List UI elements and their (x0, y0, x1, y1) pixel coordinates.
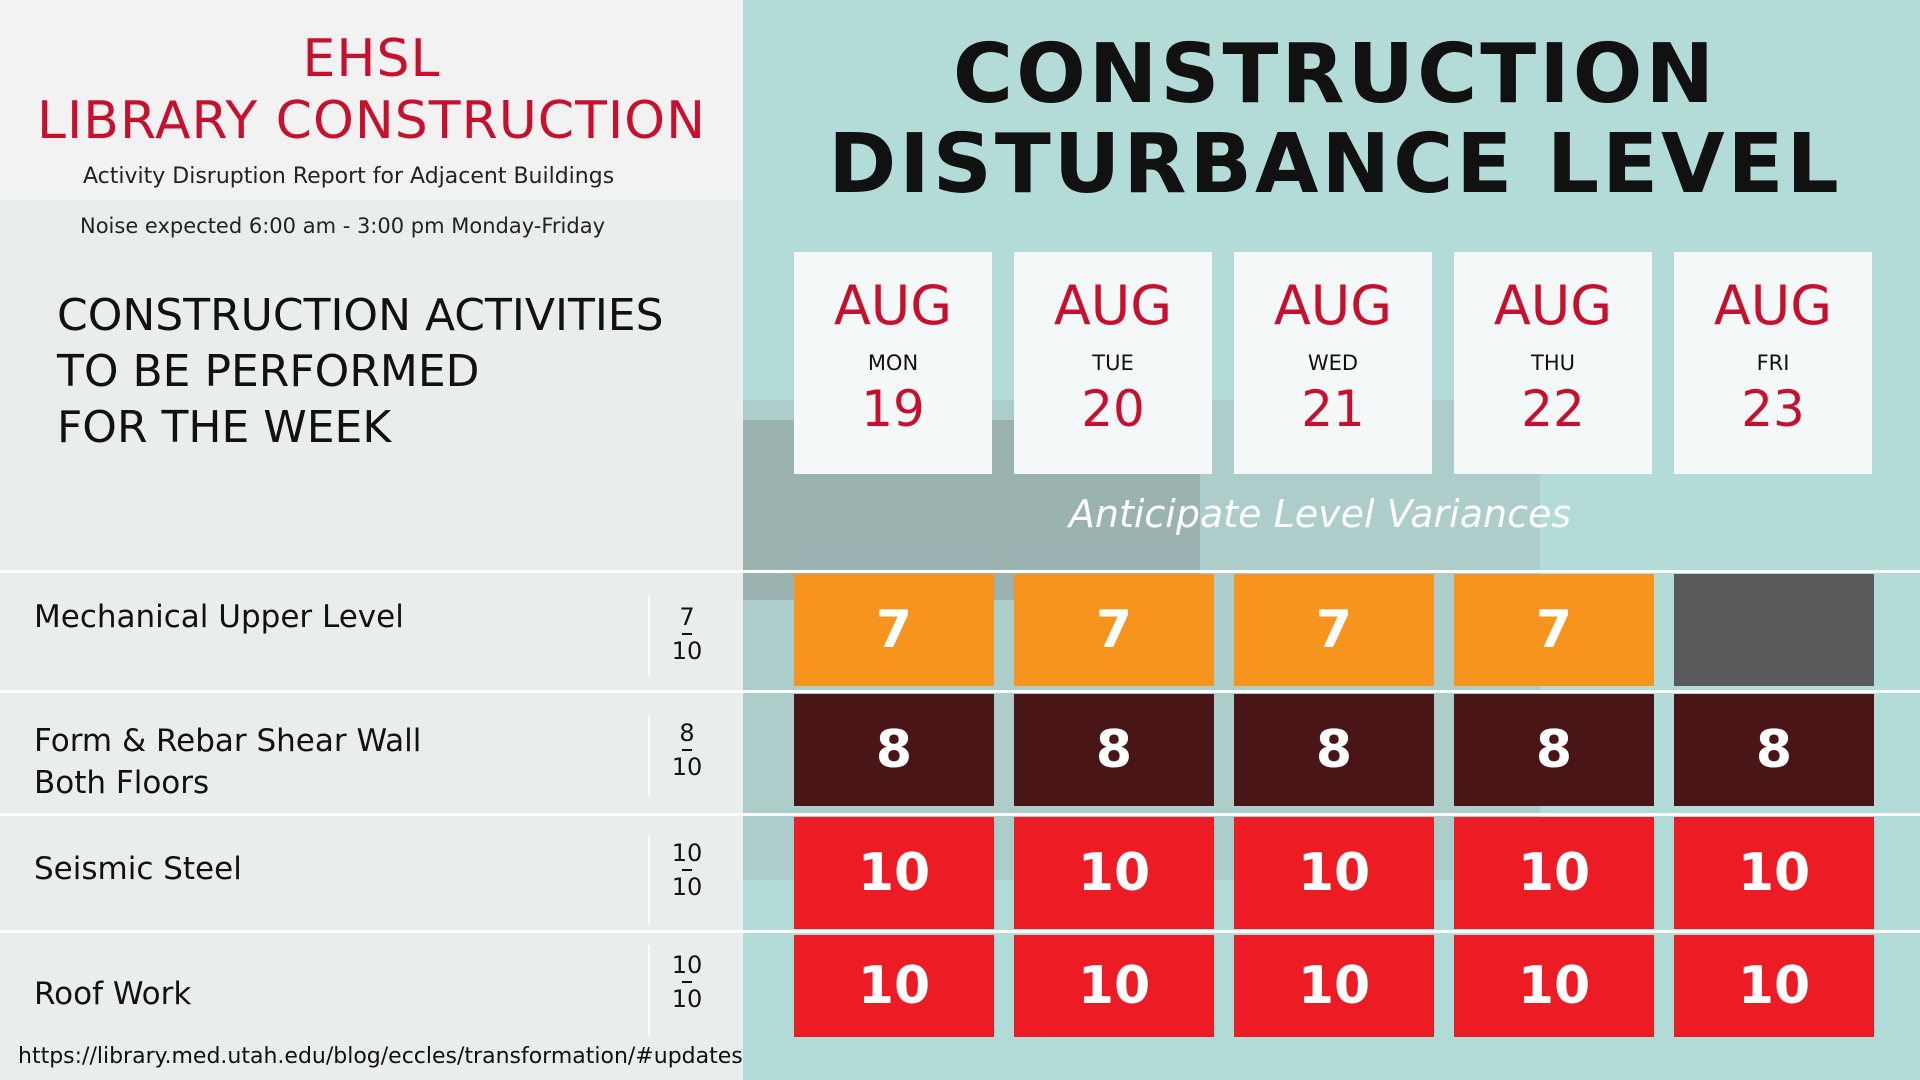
date-weekday: THU (1531, 351, 1575, 375)
level-cell: 8 (1454, 694, 1654, 806)
activity-label: Seismic Steel (34, 848, 242, 890)
activities-heading-line2: TO BE PERFORMED (57, 346, 480, 397)
level-cell: 7 (1234, 574, 1434, 686)
level-cell: 7 (794, 574, 994, 686)
level-ratio: 10 10 (665, 952, 709, 1012)
level-cell: 10 (1454, 935, 1654, 1037)
level-cell: 8 (1674, 694, 1874, 806)
date-day: 19 (861, 380, 925, 438)
activities-heading-line3: FOR THE WEEK (57, 402, 392, 453)
date-card-mon: AUG MON 19 (794, 252, 992, 474)
level-cell: 10 (1234, 935, 1434, 1037)
date-card-fri: AUG FRI 23 (1674, 252, 1872, 474)
date-day: 20 (1081, 380, 1145, 438)
ratio-dash (682, 633, 692, 635)
panel-title-line1: CONSTRUCTION (952, 27, 1718, 122)
level-cell: 10 (794, 817, 994, 929)
level-ratio: 10 10 (665, 840, 709, 900)
level-cell: 8 (1014, 694, 1214, 806)
date-day: 21 (1301, 380, 1365, 438)
level-cell: 8 (794, 694, 994, 806)
variance-note: Anticipate Level Variances (1068, 492, 1572, 536)
activity-label: Roof Work (34, 973, 191, 1015)
row-separator (0, 930, 1920, 933)
activity-label: Mechanical Upper Level (34, 596, 404, 638)
date-month: AUG (1713, 274, 1833, 337)
row-divider (648, 595, 650, 675)
level-max: 10 (671, 753, 703, 781)
updates-link[interactable]: https://library.med.utah.edu/blog/eccles… (18, 1044, 743, 1069)
level-cell: 10 (1014, 817, 1214, 929)
level-cell: 10 (1674, 935, 1874, 1037)
level-cell (1674, 574, 1874, 686)
level-cell: 10 (1674, 817, 1874, 929)
row-separator (0, 570, 1920, 573)
left-header-panel (0, 0, 743, 200)
level-ratio: 7 10 (665, 604, 709, 664)
org-title-line1: EHSL (302, 29, 441, 89)
activities-heading-line1: CONSTRUCTION ACTIVITIES (57, 290, 664, 341)
date-card-thu: AUG THU 22 (1454, 252, 1652, 474)
panel-title: CONSTRUCTION DISTURBANCE LEVEL (770, 30, 1900, 210)
level-cell: 10 (1014, 935, 1214, 1037)
activity-label: Form & Rebar Shear Wall Both Floors (34, 720, 421, 804)
level-value: 7 (679, 603, 695, 631)
activity-name: Seismic Steel (34, 851, 242, 887)
date-day: 22 (1521, 380, 1585, 438)
level-max: 10 (671, 985, 703, 1013)
date-weekday: MON (867, 351, 919, 375)
row-divider (648, 715, 650, 795)
date-month: AUG (1273, 274, 1393, 337)
level-value: 10 (671, 951, 703, 979)
level-cell: 7 (1014, 574, 1214, 686)
row-separator (0, 813, 1920, 816)
level-max: 10 (671, 637, 703, 665)
date-weekday: TUE (1092, 351, 1134, 375)
level-max: 10 (671, 873, 703, 901)
panel-title-line2: DISTURBANCE LEVEL (828, 117, 1842, 212)
date-month: AUG (1053, 274, 1173, 337)
date-weekday: FRI (1756, 351, 1790, 375)
activity-name: Roof Work (34, 976, 192, 1012)
level-value: 8 (679, 719, 695, 747)
ratio-dash (682, 869, 692, 871)
row-divider (648, 945, 650, 1035)
level-cell: 10 (1454, 817, 1654, 929)
activity-name-line2: Both Floors (34, 765, 210, 801)
activities-heading: CONSTRUCTION ACTIVITIES TO BE PERFORMED … (57, 288, 697, 456)
activity-name: Mechanical Upper Level (34, 599, 404, 635)
date-day: 23 (1741, 380, 1805, 438)
report-subtitle: Activity Disruption Report for Adjacent … (83, 164, 615, 189)
level-cell: 10 (794, 935, 994, 1037)
date-month: AUG (1493, 274, 1613, 337)
level-cell: 7 (1454, 574, 1654, 686)
org-title: EHSL LIBRARY CONSTRUCTION (0, 28, 743, 152)
org-title-line2: LIBRARY CONSTRUCTION (36, 91, 706, 151)
date-month: AUG (833, 274, 953, 337)
level-value: 10 (671, 839, 703, 867)
date-weekday: WED (1307, 351, 1359, 375)
level-ratio: 8 10 (665, 720, 709, 780)
level-cell: 10 (1234, 817, 1434, 929)
row-divider (648, 835, 650, 925)
level-cell: 8 (1234, 694, 1434, 806)
date-card-wed: AUG WED 21 (1234, 252, 1432, 474)
noise-note: Noise expected 6:00 am - 3:00 pm Monday-… (80, 214, 605, 238)
ratio-dash (682, 981, 692, 983)
row-separator (0, 690, 1920, 693)
date-card-tue: AUG TUE 20 (1014, 252, 1212, 474)
activity-name: Form & Rebar Shear Wall (34, 723, 422, 759)
ratio-dash (682, 749, 692, 751)
